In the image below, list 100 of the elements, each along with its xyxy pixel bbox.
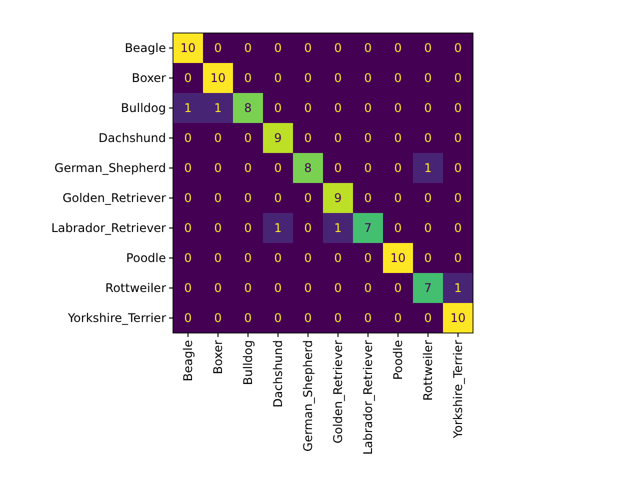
data-label: 9 [274, 131, 282, 146]
data-label: 0 [184, 161, 192, 176]
data-label: 0 [274, 161, 282, 176]
data-label: 0 [214, 191, 222, 206]
data-label: 0 [394, 71, 402, 86]
data-label: 0 [304, 101, 312, 116]
data-label: 0 [274, 71, 282, 86]
data-label: 10 [450, 311, 466, 326]
x-tick-label: Dachshund [271, 340, 286, 408]
data-label: 0 [334, 251, 342, 266]
data-label: 8 [244, 101, 252, 116]
data-label: 0 [364, 191, 372, 206]
data-label: 0 [334, 101, 342, 116]
data-label: 0 [454, 191, 462, 206]
data-label: 1 [424, 161, 432, 176]
data-label: 1 [454, 281, 462, 296]
data-label: 0 [334, 161, 342, 176]
data-label: 0 [394, 41, 402, 56]
data-label: 0 [394, 161, 402, 176]
data-label: 1 [274, 221, 282, 236]
data-label: 0 [334, 311, 342, 326]
data-label: 7 [364, 221, 372, 236]
data-label: 0 [424, 221, 432, 236]
data-label: 0 [184, 251, 192, 266]
data-label: 0 [364, 41, 372, 56]
data-label: 0 [454, 251, 462, 266]
data-label: 0 [184, 191, 192, 206]
data-label: 0 [304, 191, 312, 206]
data-label: 0 [334, 131, 342, 146]
x-tick-label: Bulldog [241, 340, 256, 386]
data-label: 0 [274, 281, 282, 296]
data-label: 0 [244, 131, 252, 146]
data-label: 0 [364, 101, 372, 116]
data-label: 0 [184, 281, 192, 296]
data-label: 0 [214, 161, 222, 176]
data-label: 0 [304, 251, 312, 266]
data-label: 0 [214, 311, 222, 326]
data-label: 0 [214, 251, 222, 266]
x-tick-label: Rottweiler [421, 340, 436, 401]
data-label: 0 [454, 161, 462, 176]
data-label: 0 [424, 311, 432, 326]
data-label: 0 [424, 41, 432, 56]
data-label: 0 [334, 281, 342, 296]
data-label: 0 [304, 131, 312, 146]
data-label: 0 [304, 71, 312, 86]
data-label: 0 [184, 221, 192, 236]
y-tick-label: German_Shepherd [54, 161, 166, 176]
data-label: 0 [184, 131, 192, 146]
x-tick-label: Golden_Retriever [331, 340, 346, 444]
data-label: 0 [394, 101, 402, 116]
data-label: 0 [214, 221, 222, 236]
data-label: 0 [304, 311, 312, 326]
y-tick-label: Poodle [126, 251, 166, 266]
data-label: 0 [364, 311, 372, 326]
data-label: 0 [244, 221, 252, 236]
data-label: 9 [334, 191, 342, 206]
data-label: 0 [214, 281, 222, 296]
y-tick-label: Rottweiler [105, 281, 166, 296]
data-label: 0 [304, 281, 312, 296]
data-label: 0 [454, 221, 462, 236]
data-label: 0 [454, 101, 462, 116]
data-label: 0 [454, 71, 462, 86]
y-tick-label: Boxer [132, 71, 166, 86]
x-tick-label: Poodle [391, 340, 406, 380]
data-label: 0 [364, 131, 372, 146]
data-label: 0 [274, 311, 282, 326]
data-label: 0 [364, 281, 372, 296]
data-label: 0 [394, 131, 402, 146]
data-label: 0 [304, 221, 312, 236]
data-label: 0 [214, 131, 222, 146]
data-label: 0 [334, 71, 342, 86]
data-label: 0 [364, 71, 372, 86]
data-label: 0 [394, 221, 402, 236]
data-label: 0 [244, 191, 252, 206]
x-tick-label: Beagle [181, 340, 196, 382]
data-label: 0 [454, 131, 462, 146]
data-label: 10 [390, 251, 406, 266]
data-label: 0 [274, 251, 282, 266]
data-label: 0 [394, 311, 402, 326]
data-label: 0 [244, 311, 252, 326]
data-label: 7 [424, 281, 432, 296]
data-label: 0 [274, 41, 282, 56]
data-label: 0 [304, 41, 312, 56]
x-tick-label: Yorkshire_Terrier [451, 340, 466, 440]
y-tick-label: Labrador_Retriever [51, 221, 166, 236]
y-tick-label: Yorkshire_Terrier [66, 311, 166, 326]
data-label: 0 [364, 161, 372, 176]
data-label: 0 [394, 281, 402, 296]
data-label: 0 [274, 101, 282, 116]
data-label: 0 [334, 41, 342, 56]
data-label: 0 [424, 131, 432, 146]
data-label: 0 [184, 311, 192, 326]
data-label: 0 [454, 41, 462, 56]
x-tick-label: German_Shepherd [301, 340, 316, 452]
x-tick-label: Boxer [211, 340, 226, 374]
data-label: 0 [424, 71, 432, 86]
data-label: 1 [334, 221, 342, 236]
data-label: 0 [364, 251, 372, 266]
data-label: 1 [214, 101, 222, 116]
y-tick-label: Beagle [124, 41, 166, 56]
